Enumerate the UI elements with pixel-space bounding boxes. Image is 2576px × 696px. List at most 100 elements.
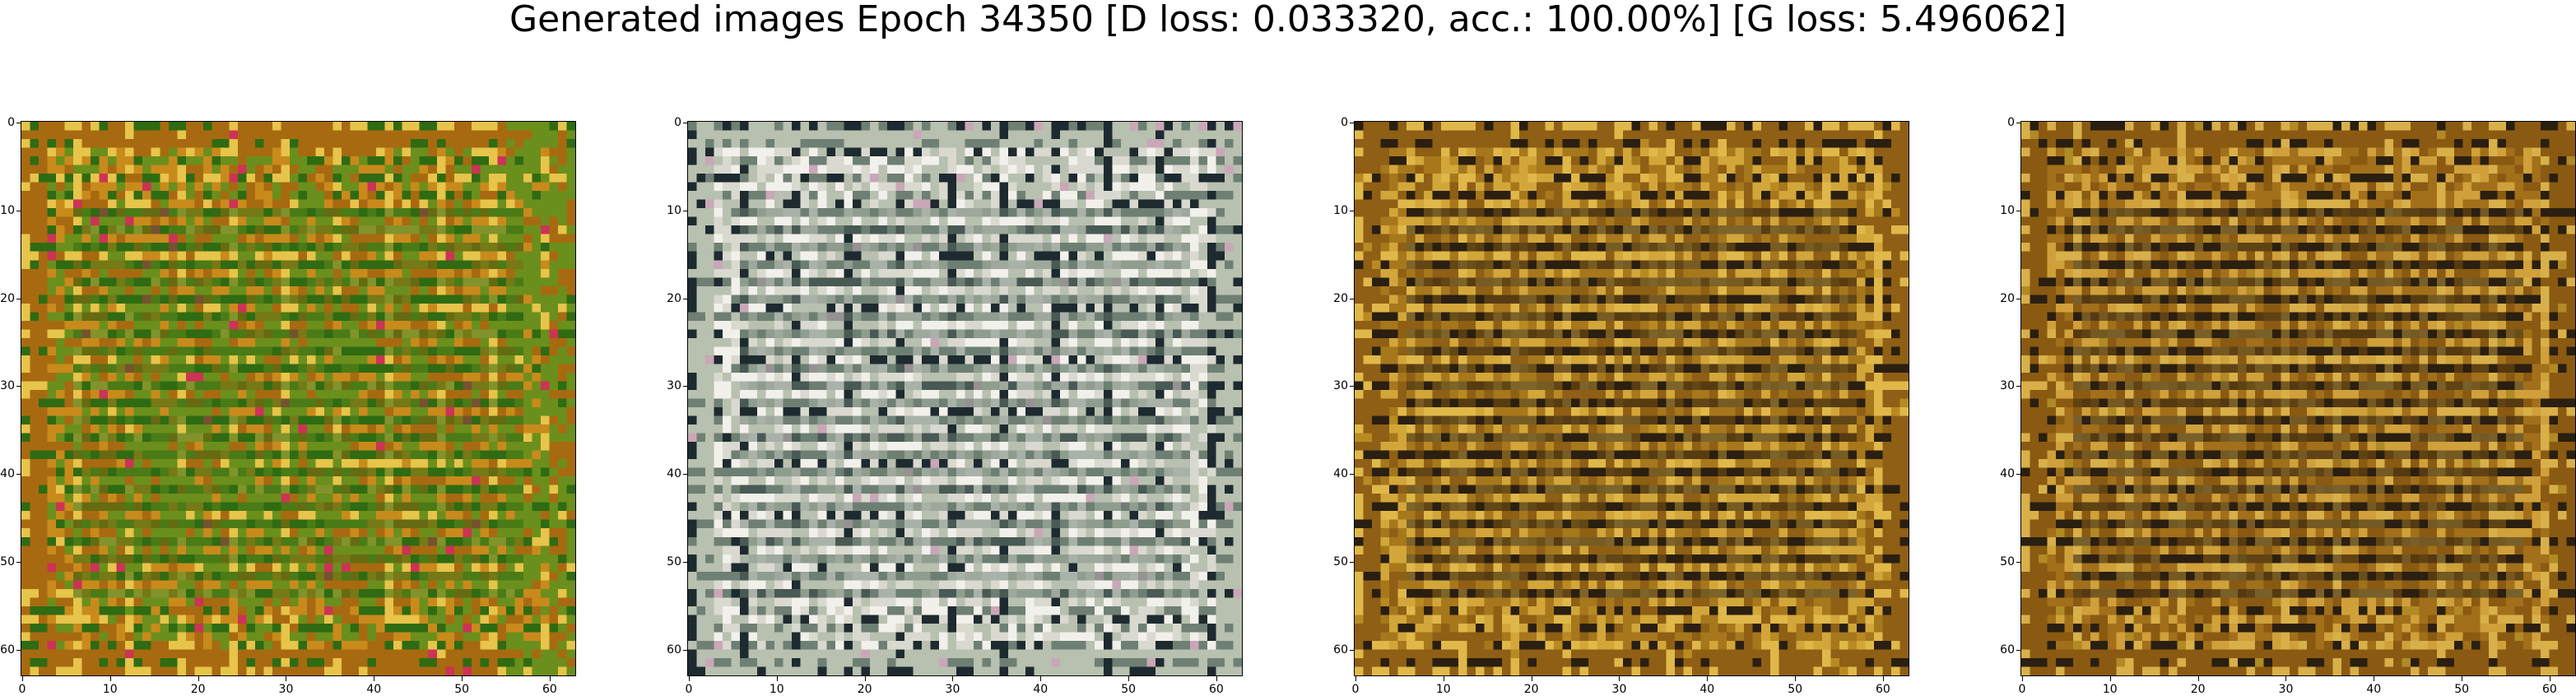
generated-image-2-x-tick (1128, 676, 1130, 681)
generated-image-4-x-tick-label: 10 (2102, 683, 2118, 696)
generated-image-2-x-tick (864, 676, 866, 681)
generated-image-2-x-tick (689, 676, 690, 681)
generated-image-4-y-tick-label: 60 (2000, 643, 2015, 657)
generated-image-3-x-tick (1355, 676, 1356, 681)
generated-image-4-y-tick (2016, 562, 2021, 564)
generated-image-1-canvas (21, 122, 575, 675)
generated-image-3-x-tick (1795, 676, 1797, 681)
generated-image-4-x-tick (2109, 676, 2111, 681)
generated-image-3-x-tick-label: 40 (1700, 683, 1715, 696)
generated-image-3-canvas (1355, 122, 1909, 675)
generated-image-1-y-tick-label: 60 (0, 643, 15, 657)
generated-image-3-y-tick (1350, 474, 1355, 476)
generated-image-3-y-tick-label: 40 (1333, 467, 1348, 481)
generated-image-2-x-tick (1216, 676, 1217, 681)
generated-image-2-x-tick (776, 676, 778, 681)
generated-image-2-x-tick-label: 30 (945, 683, 960, 696)
generated-image-2-x-tick (952, 676, 954, 681)
generated-image-3-x-tick (1619, 676, 1620, 681)
generated-image-2-x-tick-label: 50 (1121, 683, 1137, 696)
generated-image-4-y-tick-label: 0 (2007, 116, 2015, 129)
generated-image-4-x-tick (2022, 676, 2023, 681)
generated-image-1-x-tick (462, 676, 463, 681)
generated-image-1-y-tick-label: 20 (0, 291, 15, 305)
generated-image-2-y-tick-label: 40 (667, 467, 681, 481)
generated-image-3-x-tick (1707, 676, 1709, 681)
generated-image-3-y-tick-label: 60 (1333, 643, 1348, 657)
generated-image-1-y-tick (16, 474, 21, 476)
generated-image-3-y-tick-label: 0 (1341, 116, 1348, 129)
generated-image-1-x-tick-label: 60 (542, 683, 557, 696)
generated-image-4-y-tick (2016, 386, 2021, 387)
generated-image-1-y-tick-label: 10 (0, 203, 15, 217)
generated-image-1-y-tick (16, 386, 21, 387)
generated-image-2-y-tick-label: 30 (667, 379, 681, 393)
generated-image-3-y-tick-label: 50 (1333, 555, 1348, 569)
figure-title: Generated images Epoch 34350 [D loss: 0.… (509, 0, 2067, 40)
generated-image-1-x-tick-label: 20 (190, 683, 206, 696)
generated-image-2-canvas (688, 122, 1242, 675)
generated-image-4-x-tick-label: 30 (2278, 683, 2294, 696)
generated-image-1-y-tick (16, 562, 21, 564)
generated-image-3-y-tick-label: 30 (1333, 379, 1348, 393)
generated-image-1: 0 0 10 10 20 20 30 30 40 40 50 50 60 60 (0, 116, 576, 696)
generated-image-3-x-tick-label: 20 (1523, 683, 1539, 696)
generated-image-2-x-tick-label: 20 (857, 683, 872, 696)
generated-image-3: 0 0 10 10 20 20 30 30 40 40 50 50 60 60 (1333, 116, 1909, 696)
generated-image-4-x-tick-label: 0 (2018, 683, 2026, 696)
generated-image-2-y-tick-label: 10 (667, 203, 681, 217)
generated-image-1-x-tick-label: 10 (102, 683, 118, 696)
generated-image-1-y-tick-label: 30 (0, 379, 15, 393)
generated-image-3-x-tick (1882, 676, 1884, 681)
generated-image-1-x-tick-label: 40 (366, 683, 382, 696)
generated-image-2-x-tick-label: 10 (769, 683, 784, 696)
generated-image-3-y-tick-label: 10 (1333, 203, 1348, 217)
generated-image-3-x-tick-label: 0 (1351, 683, 1360, 696)
generated-image-2-x-tick-label: 60 (1209, 683, 1224, 696)
generated-image-1-y-tick (16, 649, 21, 651)
generated-image-3-x-tick-label: 50 (1788, 683, 1803, 696)
generated-image-1-x-tick (22, 676, 23, 681)
generated-image-2-y-tick (683, 474, 688, 476)
generated-image-4-x-tick (2285, 676, 2287, 681)
generated-image-1-x-tick (109, 676, 111, 681)
generated-image-2-y-tick-label: 50 (667, 555, 681, 569)
generated-image-4-x-tick-label: 50 (2454, 683, 2470, 696)
generated-image-4-y-tick (2016, 649, 2021, 651)
generated-image-4-x-tick-label: 20 (2190, 683, 2206, 696)
generated-image-2-y-tick-label: 20 (667, 291, 681, 305)
generated-image-1-x-tick (549, 676, 551, 681)
generated-image-2-x-tick-label: 40 (1033, 683, 1049, 696)
generated-image-3-y-tick (1350, 649, 1355, 651)
generated-image-2-y-tick-label: 0 (674, 116, 681, 129)
generated-image-2-y-tick (683, 649, 688, 651)
generated-image-3-x-tick-label: 30 (1611, 683, 1627, 696)
generated-image-4-y-tick-label: 10 (2000, 203, 2015, 217)
generated-image-3-y-tick (1350, 386, 1355, 387)
generated-image-2-y-tick-label: 60 (667, 643, 681, 657)
generated-image-1-x-tick (198, 676, 199, 681)
generated-image-4-y-tick-label: 20 (2000, 291, 2015, 305)
generated-image-4-y-tick-label: 50 (2000, 555, 2015, 569)
generated-image-4-y-tick (2016, 474, 2021, 476)
generated-image-3-x-tick-label: 60 (1876, 683, 1890, 696)
generated-image-4-x-tick-label: 40 (2366, 683, 2382, 696)
generated-image-2: 0 0 10 10 20 20 30 30 40 40 50 50 60 60 (667, 116, 1243, 696)
generated-image-2-x-tick-label: 0 (685, 683, 693, 696)
generated-image-4-y-tick-label: 30 (2000, 379, 2015, 393)
generated-image-3-x-tick-label: 10 (1435, 683, 1451, 696)
generated-image-3-y-tick (1350, 562, 1355, 564)
generated-image-1-x-tick-label: 30 (278, 683, 294, 696)
generated-image-3-y-tick-label: 20 (1333, 291, 1348, 305)
generated-image-2-y-tick (683, 562, 688, 564)
generated-image-4-x-tick (2197, 676, 2199, 681)
generated-image-1-y-tick-label: 0 (7, 116, 15, 129)
generated-image-1-x-tick-label: 0 (18, 683, 26, 696)
generated-image-4-y-tick-label: 40 (2000, 467, 2015, 481)
generated-image-1-y-tick-label: 40 (0, 467, 15, 481)
generated-image-4-canvas (2021, 122, 2575, 675)
generated-image-4: 0 0 10 10 20 20 30 30 40 40 50 50 60 60 (2000, 116, 2576, 696)
generated-image-1-y-tick-label: 50 (0, 555, 15, 569)
generated-image-4-x-tick-label: 60 (2542, 683, 2557, 696)
generated-image-1-x-tick-label: 50 (454, 683, 470, 696)
